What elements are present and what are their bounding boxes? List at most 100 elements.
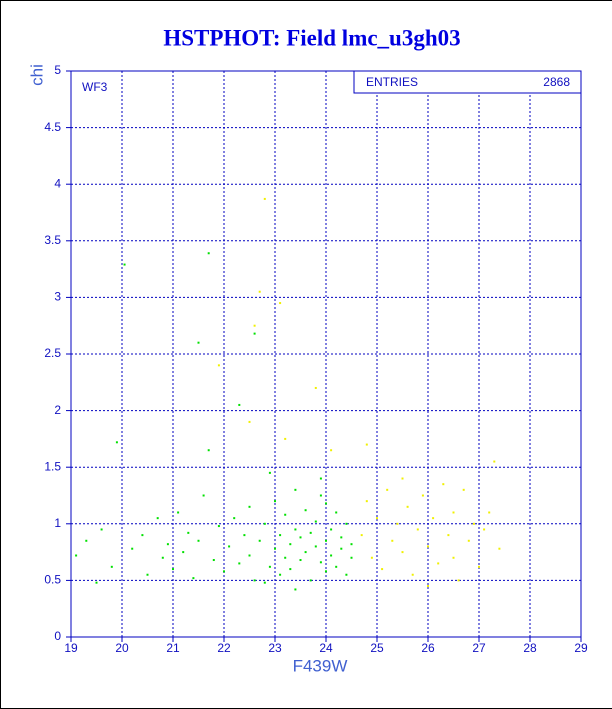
stats-label: ENTRIES xyxy=(366,75,418,89)
point xyxy=(177,511,180,514)
point xyxy=(457,579,460,582)
point xyxy=(401,551,404,554)
point xyxy=(309,531,312,534)
point xyxy=(325,502,327,505)
x-tick-label: 24 xyxy=(319,641,333,655)
y-tick-label: 1.5 xyxy=(44,459,61,473)
point xyxy=(472,522,475,525)
point xyxy=(294,488,297,491)
point xyxy=(100,528,103,531)
x-tick-label: 26 xyxy=(421,641,435,655)
point xyxy=(325,539,327,542)
point xyxy=(391,539,394,542)
point xyxy=(217,525,220,528)
x-tick-label: 20 xyxy=(115,641,129,655)
chart-title: HSTPHOT: Field lmc_u3gh03 xyxy=(163,25,460,50)
x-axis-label: F439W xyxy=(293,656,348,675)
point xyxy=(437,562,440,565)
x-tick-label: 23 xyxy=(268,641,282,655)
point xyxy=(304,509,307,512)
point xyxy=(401,477,404,480)
point xyxy=(314,545,317,548)
point xyxy=(95,581,98,584)
point xyxy=(350,543,353,546)
point xyxy=(381,568,384,571)
point xyxy=(370,556,373,559)
y-tick-label: 3 xyxy=(54,290,61,304)
y-tick-label: 2 xyxy=(54,403,61,417)
point xyxy=(294,588,297,591)
point xyxy=(452,511,455,514)
point xyxy=(411,573,414,576)
point xyxy=(197,341,200,344)
point xyxy=(299,536,302,539)
point xyxy=(238,562,241,565)
point xyxy=(192,577,195,580)
point xyxy=(258,290,261,293)
point xyxy=(131,547,134,550)
y-tick-label: 4 xyxy=(54,176,61,190)
point xyxy=(253,324,256,327)
point xyxy=(340,547,343,550)
x-tick-label: 27 xyxy=(472,641,486,655)
x-tick-label: 19 xyxy=(64,641,78,655)
point xyxy=(386,488,389,491)
point xyxy=(274,500,276,503)
y-axis-label: chi xyxy=(27,64,46,86)
point xyxy=(396,522,399,525)
point xyxy=(85,539,88,542)
point xyxy=(350,556,353,559)
x-tick-label: 25 xyxy=(370,641,384,655)
stats-box xyxy=(353,70,582,94)
point xyxy=(141,534,144,537)
point xyxy=(360,534,363,537)
point xyxy=(228,545,231,548)
point xyxy=(462,488,465,491)
point xyxy=(376,517,378,520)
x-tick-label: 29 xyxy=(574,641,588,655)
point xyxy=(289,568,292,571)
plot-frame xyxy=(70,70,582,638)
point xyxy=(314,386,317,389)
point xyxy=(330,554,333,557)
point xyxy=(110,565,113,568)
y-tick-label: 3.5 xyxy=(44,233,61,247)
point xyxy=(427,585,429,588)
y-tick-label: 5 xyxy=(54,63,61,77)
x-tick-label: 21 xyxy=(166,641,180,655)
point xyxy=(187,531,190,534)
point xyxy=(279,573,282,576)
point xyxy=(483,528,486,531)
point xyxy=(258,539,261,542)
y-tick-label: 2.5 xyxy=(44,346,61,360)
point xyxy=(253,579,256,582)
point xyxy=(319,561,322,564)
point xyxy=(279,302,282,305)
point xyxy=(330,449,333,452)
point xyxy=(284,513,287,516)
point xyxy=(299,559,302,562)
stats-value: 2868 xyxy=(543,75,570,89)
point xyxy=(197,539,200,542)
point xyxy=(207,449,210,452)
point xyxy=(248,420,251,423)
point xyxy=(123,263,126,266)
point xyxy=(233,517,236,520)
point xyxy=(406,505,409,508)
point xyxy=(294,528,297,531)
point xyxy=(182,551,185,554)
point xyxy=(421,494,424,497)
point xyxy=(289,543,292,546)
point xyxy=(268,471,271,474)
point xyxy=(319,494,322,497)
point xyxy=(223,570,225,573)
point xyxy=(279,534,282,537)
point xyxy=(274,547,276,550)
point xyxy=(478,565,480,568)
point xyxy=(217,364,220,367)
point xyxy=(309,579,312,582)
point xyxy=(268,565,271,568)
point xyxy=(493,460,496,463)
point xyxy=(243,534,246,537)
